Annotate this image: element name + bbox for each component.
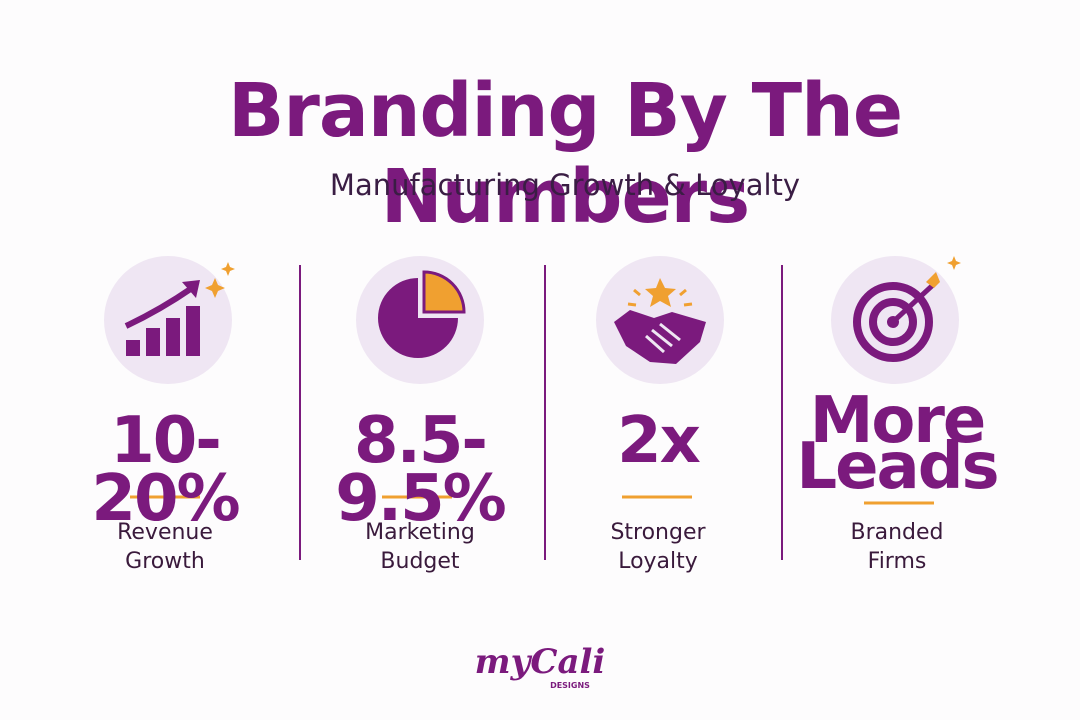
dividers	[299, 265, 783, 560]
handshake-icon	[614, 278, 706, 364]
stat-value: Leads	[796, 430, 999, 504]
stat-label: Growth	[125, 549, 205, 574]
logo: myCali	[474, 642, 606, 682]
title: Branding By The Numbers	[227, 68, 903, 240]
stat-value: 2x	[617, 404, 701, 478]
stat-label: Stronger	[610, 520, 706, 545]
stat-label: Budget	[380, 549, 460, 574]
stat-label: Revenue	[117, 520, 213, 545]
target-icon	[853, 256, 961, 362]
stat-value: 10-20%	[91, 404, 240, 536]
stat-label: Branded	[850, 520, 944, 545]
subtitle: Manufacturing Growth & Loyalty	[329, 168, 801, 202]
stat-label: Marketing	[365, 520, 475, 545]
logo-tagline: DESIGNS	[550, 681, 590, 690]
pie-icon	[378, 270, 466, 358]
icon-circles	[104, 256, 959, 384]
stat-value: More	[809, 384, 987, 458]
growth-icon	[124, 262, 235, 356]
stat-value: 8.5-9.5%	[335, 404, 507, 536]
stat-label: Loyalty	[618, 549, 698, 574]
underlines	[130, 495, 934, 505]
stat-label: Firms	[867, 549, 927, 574]
